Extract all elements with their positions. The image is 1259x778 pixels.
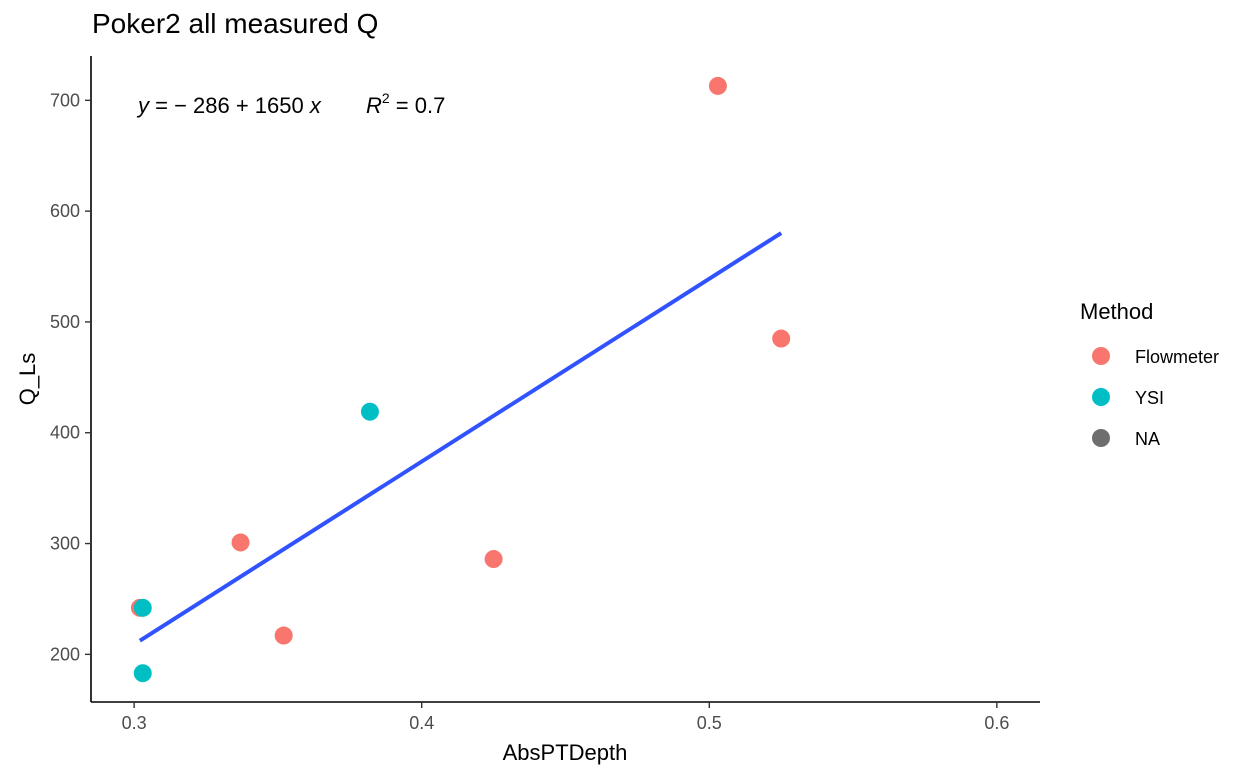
eq-x-symbol: x [309, 93, 322, 118]
data-point-ysi [133, 664, 152, 683]
r2-superscript: 2 [382, 90, 390, 106]
data-point-flowmeter [708, 76, 727, 95]
x-tick-label: 0.3 [122, 713, 147, 733]
data-point-ysi [360, 402, 379, 421]
data-point-flowmeter [772, 329, 791, 348]
legend: Method Flowmeter YSI NA [1080, 299, 1219, 449]
r2-symbol: R [366, 93, 382, 118]
data-point-ysi [133, 598, 152, 617]
legend-title: Method [1080, 299, 1153, 324]
data-points [130, 76, 791, 683]
r2-value: = 0.7 [390, 93, 446, 118]
y-ticks: 200 300 400 500 600 700 [50, 90, 91, 664]
y-tick-label: 200 [50, 644, 80, 664]
chart-title: Poker2 all measured Q [92, 8, 379, 39]
y-tick-label: 700 [50, 90, 80, 110]
legend-label-na: NA [1135, 429, 1160, 449]
data-point-flowmeter [484, 550, 503, 569]
x-tick-label: 0.5 [697, 713, 722, 733]
x-ticks: 0.3 0.4 0.5 0.6 [122, 702, 1009, 733]
legend-label-flowmeter: Flowmeter [1135, 347, 1219, 367]
y-tick-label: 600 [50, 201, 80, 221]
eq-y-symbol: y [136, 93, 151, 118]
x-tick-label: 0.4 [409, 713, 434, 733]
data-point-flowmeter [231, 533, 250, 552]
legend-key-ysi [1092, 388, 1110, 406]
r-squared-label: R2 = 0.7 [366, 90, 445, 118]
legend-entries: Flowmeter YSI NA [1092, 347, 1219, 449]
axes [90, 56, 1040, 703]
x-axis-title: AbsPTDepth [503, 740, 628, 765]
y-tick-label: 400 [50, 423, 80, 443]
eq-body: = − 286 + 1650 [149, 93, 310, 118]
y-axis-title: Q_Ls [15, 353, 40, 406]
y-tick-label: 300 [50, 534, 80, 554]
x-tick-label: 0.6 [984, 713, 1009, 733]
y-tick-label: 500 [50, 312, 80, 332]
data-point-flowmeter [274, 626, 293, 645]
legend-key-flowmeter [1092, 347, 1110, 365]
regression-line [138, 231, 783, 643]
legend-key-na [1092, 429, 1110, 447]
regression-equation: y = − 286 + 1650 x [136, 93, 322, 118]
legend-label-ysi: YSI [1135, 388, 1164, 408]
regression-fit [138, 231, 783, 643]
